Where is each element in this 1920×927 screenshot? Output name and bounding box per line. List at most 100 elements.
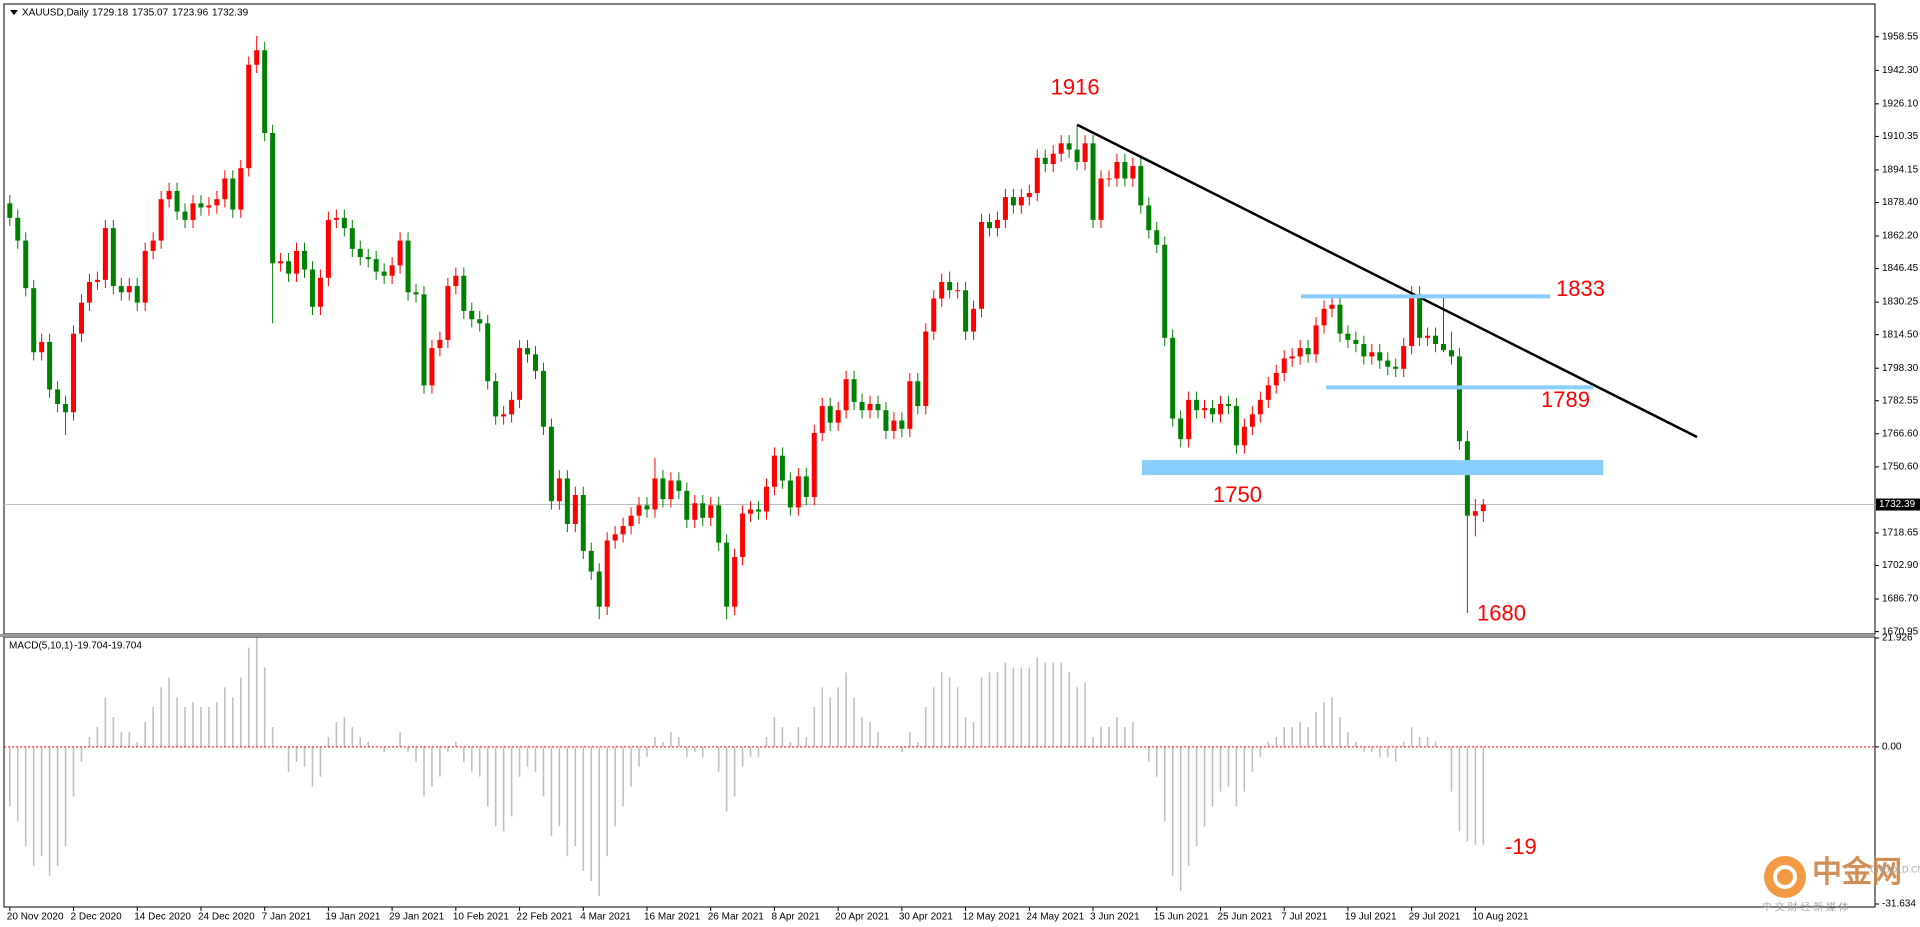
header-arrow — [10, 10, 18, 15]
candle-body — [532, 354, 538, 371]
x-tick-label: 19 Jul 2021 — [1345, 912, 1397, 923]
candle-body — [357, 248, 363, 258]
candle-body — [1456, 356, 1462, 442]
watermark-name: 中金网 — [1812, 855, 1902, 889]
current-price-label: 1732.39 — [1879, 499, 1916, 510]
x-tick-label: 16 Mar 2021 — [644, 912, 701, 923]
candle-body — [1074, 149, 1080, 162]
candle-body — [1361, 343, 1367, 357]
candle-body — [1313, 325, 1319, 355]
candle-body — [540, 370, 546, 427]
x-tick-label: 8 Apr 2021 — [771, 912, 820, 923]
candle-body — [1050, 153, 1056, 165]
header-high: 1735.07 — [132, 8, 169, 19]
candle-body — [302, 250, 308, 270]
candle-body — [588, 550, 594, 572]
candle-body — [278, 261, 284, 264]
candle-body — [142, 250, 148, 303]
candle-body — [190, 203, 196, 220]
candle-body — [756, 509, 762, 512]
candle-body — [1265, 385, 1271, 400]
candle-body — [86, 281, 92, 303]
x-tick-label: 3 Jun 2021 — [1090, 912, 1140, 923]
candle-body — [1026, 192, 1032, 198]
candle-body — [1441, 343, 1446, 351]
x-tick-label: 14 Dec 2020 — [134, 912, 191, 923]
candle-body — [317, 277, 323, 307]
candle-body — [381, 271, 387, 276]
y-tick-label: 1862.20 — [1882, 231, 1919, 242]
candle-body — [1353, 339, 1359, 344]
candle-body — [373, 259, 379, 272]
candle-body — [955, 290, 961, 292]
x-tick-label: 30 Apr 2021 — [899, 912, 953, 923]
candle-body — [15, 217, 21, 241]
annotation: 1833 — [1556, 276, 1605, 301]
candle-body — [437, 339, 443, 349]
candle-body — [1345, 333, 1351, 340]
candle-body — [660, 478, 666, 500]
candle-body — [63, 403, 69, 413]
candle-body — [1321, 308, 1327, 326]
x-tick-label: 10 Aug 2021 — [1472, 912, 1529, 923]
candle-body — [1289, 356, 1295, 359]
candle-body — [1425, 335, 1431, 338]
candle-body — [724, 542, 730, 607]
candle-body — [1329, 304, 1335, 309]
candle-body — [309, 269, 315, 307]
support-zone — [1142, 460, 1603, 476]
candle-body — [1154, 230, 1160, 245]
candle-body — [469, 310, 475, 320]
candle-body — [1090, 143, 1096, 220]
x-tick-label: 22 Feb 2021 — [517, 912, 574, 923]
watermark: 中金网 CNGOLD.CN 中 文 财 经 新 媒 体 — [1762, 855, 1920, 914]
candle-body — [604, 540, 610, 607]
candle-body — [564, 478, 570, 524]
candle-body — [899, 420, 905, 429]
candle-body — [963, 290, 969, 332]
candle-body — [365, 257, 371, 260]
candle-body — [405, 240, 411, 293]
x-tick-label: 15 Jun 2021 — [1154, 912, 1209, 923]
candle-body — [1042, 157, 1048, 165]
candle-body — [556, 478, 562, 502]
candle-body — [1018, 197, 1024, 206]
candle-body — [1433, 335, 1439, 344]
x-tick-label: 7 Jan 2021 — [262, 912, 312, 923]
candle-body — [55, 389, 61, 404]
candle-body — [1186, 399, 1192, 440]
y-tick-label: 1830.25 — [1882, 297, 1919, 308]
y-tick-label: 1894.15 — [1882, 165, 1919, 176]
candle-body — [875, 403, 881, 411]
y-tick-label: 1798.30 — [1882, 363, 1919, 374]
annotation: 1750 — [1213, 482, 1262, 507]
candle-body — [1225, 403, 1231, 407]
candle-body — [1034, 157, 1040, 193]
candle-body — [1002, 197, 1008, 220]
y-tick-label: 1878.40 — [1882, 197, 1919, 208]
x-tick-label: 24 Dec 2020 — [198, 912, 255, 923]
candle-body — [238, 168, 244, 210]
candle-body — [230, 178, 236, 210]
current-price-box — [1876, 498, 1920, 511]
candle-body — [1257, 399, 1263, 415]
x-tick-label: 29 Jul 2021 — [1409, 912, 1461, 923]
y-tick-label: -31.634 — [1882, 899, 1916, 910]
header-open: 1729.18 — [92, 8, 129, 19]
y-tick-label: 1846.45 — [1882, 263, 1919, 274]
y-tick-label: 1782.55 — [1882, 395, 1919, 406]
candle-body — [748, 509, 754, 514]
candle-body — [636, 505, 642, 516]
candle-body — [684, 490, 690, 520]
macd-main-value: -19.704 — [74, 641, 108, 652]
candle-body — [1066, 143, 1072, 150]
candle-body — [222, 178, 228, 200]
candle-body — [676, 480, 682, 491]
candle-body — [39, 341, 45, 353]
candle-body — [1146, 205, 1152, 231]
candle-body — [572, 494, 578, 524]
candle-body — [23, 240, 29, 289]
candle-body — [1249, 414, 1255, 427]
candle-body — [517, 348, 523, 400]
candle-body — [254, 50, 260, 65]
